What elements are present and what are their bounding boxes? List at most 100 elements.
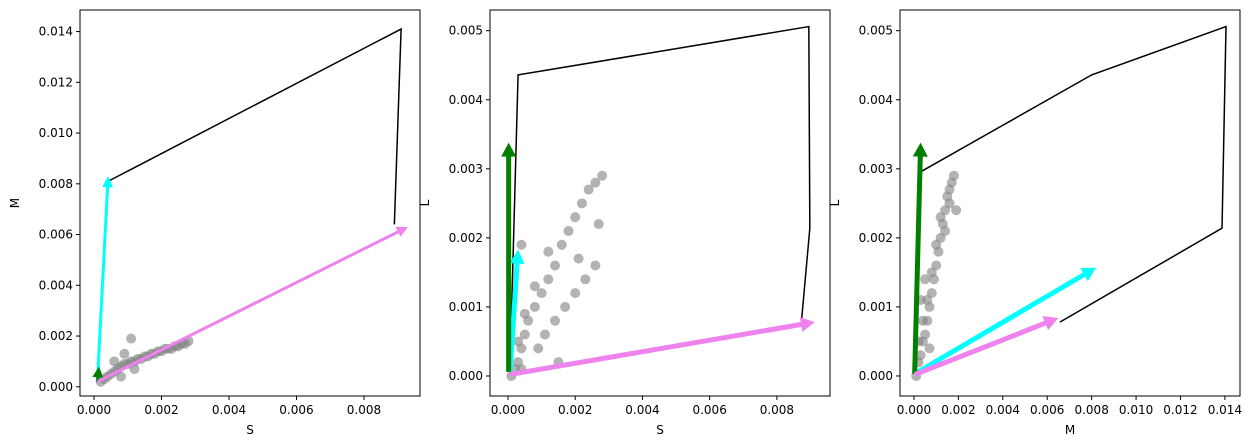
scatter-point <box>116 371 127 382</box>
y-tick-label: 0.004 <box>449 93 483 107</box>
scatter-point <box>570 212 581 223</box>
y-tick-label: 0.004 <box>859 93 893 107</box>
scatter-point <box>920 274 931 285</box>
axes-frame <box>489 9 831 397</box>
y-tick-label: 0.002 <box>449 231 483 245</box>
scatter-point <box>935 212 946 223</box>
scatter-point <box>944 198 955 209</box>
x-tick-label: 0.008 <box>760 403 794 417</box>
scatter-point <box>920 329 931 340</box>
scatter-point <box>129 364 140 375</box>
scatter-point <box>519 308 530 319</box>
y-tick-label: 0.003 <box>449 162 483 176</box>
plot-area <box>92 27 408 387</box>
x-tick-label: 0.012 <box>1163 403 1197 417</box>
scatter-point <box>924 343 935 354</box>
scatter-point <box>519 329 530 340</box>
scatter-point <box>926 267 937 278</box>
scatter-point <box>590 260 601 271</box>
x-tick-label: 0.004 <box>625 403 659 417</box>
scatter-point <box>109 356 120 367</box>
scatter-point <box>119 348 130 359</box>
x-tick-label: 0.008 <box>1074 403 1108 417</box>
scatter-point <box>556 239 567 250</box>
scatter-point <box>940 225 951 236</box>
scatter-point <box>536 288 547 299</box>
outline-line <box>920 25 1227 323</box>
scatter-point <box>533 343 544 354</box>
x-tick-label: 0.002 <box>144 403 178 417</box>
arrow <box>96 226 408 384</box>
y-tick-label: 0.002 <box>859 231 893 245</box>
scatter-point <box>529 281 540 292</box>
y-axis-label: L <box>418 199 432 206</box>
x-axis-label: S <box>656 423 664 437</box>
scatter-point <box>543 274 554 285</box>
x-tick-label: 0.002 <box>558 403 592 417</box>
x-tick-label: 0.004 <box>986 403 1020 417</box>
plot-area <box>501 25 815 381</box>
scatter-point <box>597 170 608 181</box>
scatter-point <box>516 239 527 250</box>
outline-line <box>509 25 811 370</box>
scatter-point <box>513 336 524 347</box>
y-tick-label: 0.000 <box>859 369 893 383</box>
scatter-point <box>931 239 942 250</box>
x-tick-label: 0.006 <box>279 403 313 417</box>
axes-frame <box>899 9 1241 397</box>
scatter-point <box>550 260 561 271</box>
scatter-point <box>583 184 594 195</box>
y-tick-label: 0.001 <box>859 300 893 314</box>
scatter-point <box>573 253 584 264</box>
y-axis-label: M <box>8 198 22 208</box>
arrow <box>508 317 815 378</box>
arrow <box>912 142 928 374</box>
y-axis-label: L <box>828 199 842 206</box>
x-axis-label: M <box>1065 423 1075 437</box>
scatter-point <box>580 274 591 285</box>
x-tick-label: 0.008 <box>347 403 381 417</box>
y-tick-label: 0.003 <box>859 162 893 176</box>
arrow <box>501 142 517 372</box>
scatter-point <box>529 301 540 312</box>
y-tick-label: 0.008 <box>39 177 73 191</box>
arrow <box>913 316 1059 377</box>
y-tick-label: 0.005 <box>449 24 483 38</box>
x-tick-label: 0.010 <box>1119 403 1153 417</box>
scatter-point <box>563 225 574 236</box>
y-tick-label: 0.000 <box>39 380 73 394</box>
x-tick-label: 0.014 <box>1208 403 1242 417</box>
x-axis-label: S <box>246 423 254 437</box>
scatter-point <box>576 198 587 209</box>
x-tick-label: 0.006 <box>692 403 726 417</box>
scatter-point <box>590 177 601 188</box>
scatter-point <box>951 205 962 216</box>
x-tick-label: 0.000 <box>77 403 111 417</box>
x-tick-label: 0.004 <box>212 403 246 417</box>
arrow <box>507 249 525 372</box>
plot-area <box>911 25 1227 381</box>
y-tick-label: 0.000 <box>449 369 483 383</box>
outline-line <box>107 27 402 225</box>
y-tick-label: 0.010 <box>39 126 73 140</box>
scatter-point <box>126 333 137 344</box>
scatter-point <box>915 350 926 361</box>
scatter-point <box>948 170 959 181</box>
scatter-point <box>550 315 561 326</box>
scatter-point <box>593 219 604 230</box>
scatter-point <box>917 315 928 326</box>
y-tick-label: 0.004 <box>39 278 73 292</box>
arrow <box>92 366 104 382</box>
x-tick-label: 0.002 <box>941 403 975 417</box>
y-tick-label: 0.001 <box>449 300 483 314</box>
arrow <box>913 267 1097 377</box>
x-tick-label: 0.006 <box>1030 403 1064 417</box>
y-tick-label: 0.014 <box>39 25 73 39</box>
scatter-point <box>570 288 581 299</box>
y-tick-label: 0.005 <box>859 24 893 38</box>
axes-frame <box>79 9 421 397</box>
scatter-point <box>560 301 571 312</box>
y-tick-label: 0.006 <box>39 228 73 242</box>
x-tick-label: 0.000 <box>491 403 525 417</box>
